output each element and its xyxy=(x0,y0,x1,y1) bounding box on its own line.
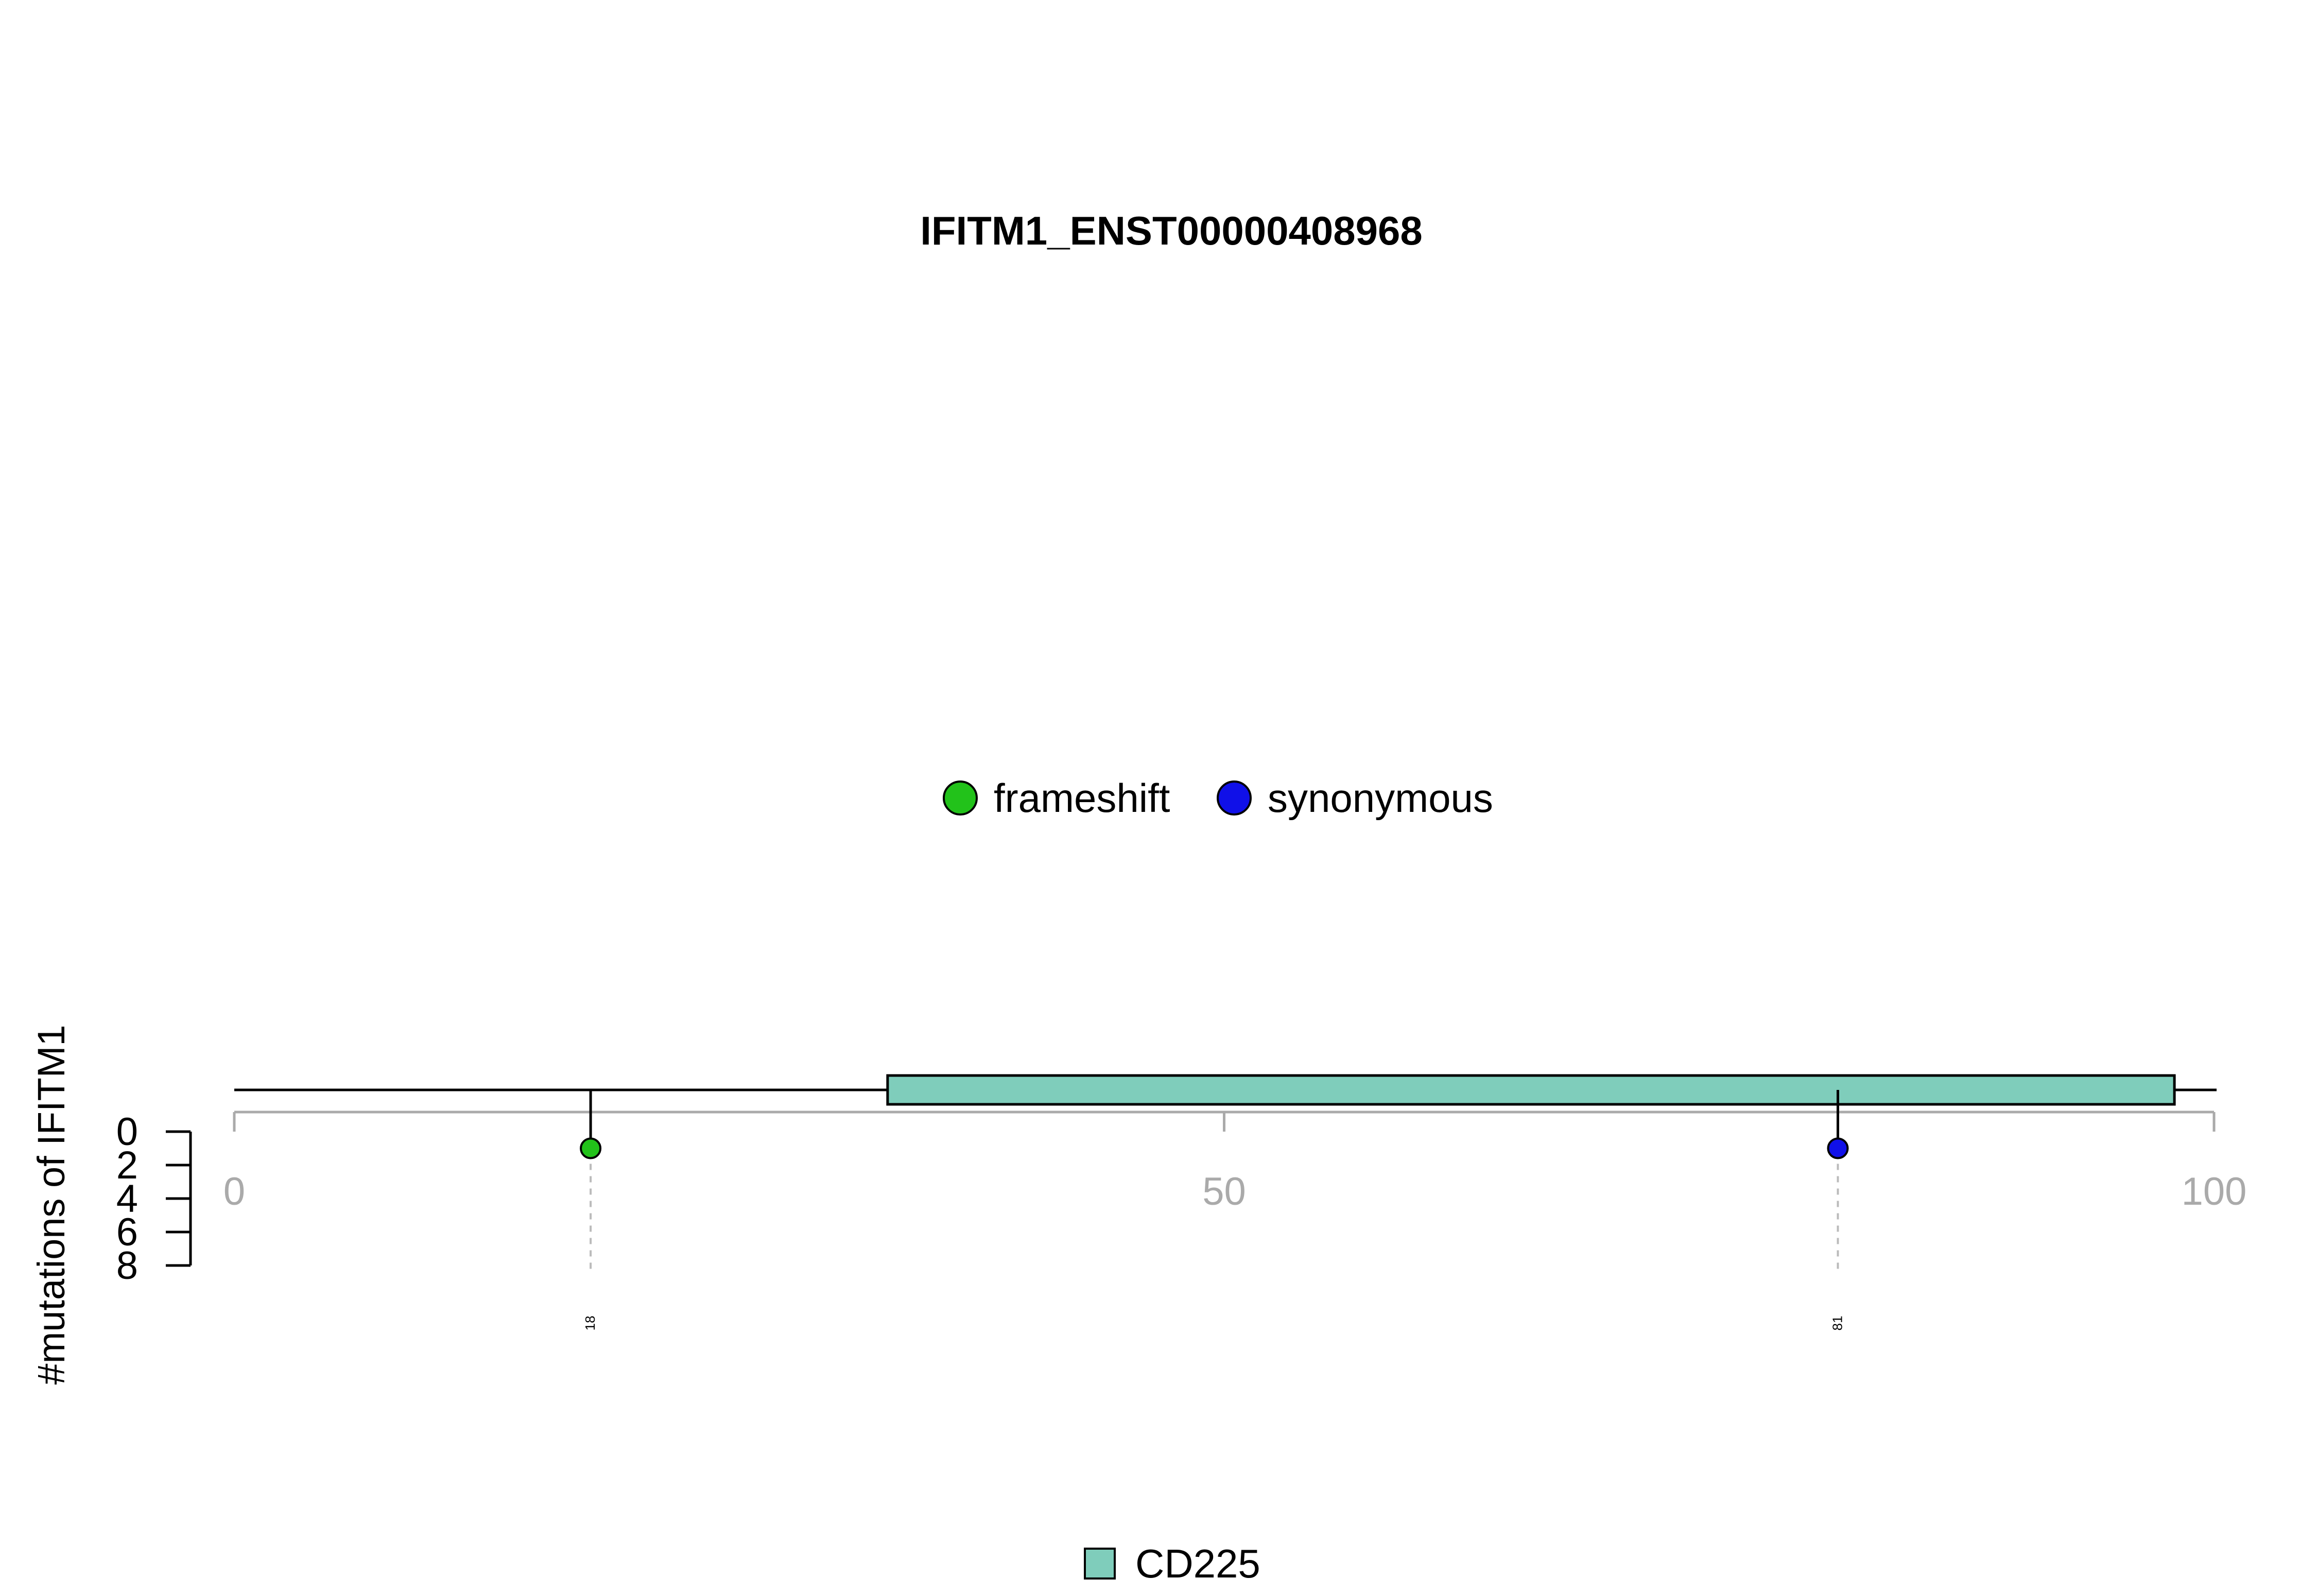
x-tick-label: 50 xyxy=(1202,1170,1246,1213)
legend-label-cd225: CD225 xyxy=(1135,1541,1260,1586)
y-tick-label: 6 xyxy=(116,1210,138,1254)
mutation-position-label: 18 xyxy=(582,1316,598,1331)
legend-label-synonymous: synonymous xyxy=(1268,775,1493,821)
y-tick-label: 2 xyxy=(116,1143,138,1187)
chart-title: IFITM1_ENST00000408968 xyxy=(920,208,1423,253)
mutation-type-legend: frameshift synonymous xyxy=(943,775,1493,821)
protein-track xyxy=(234,1074,2217,1106)
domain-legend: CD225 xyxy=(1084,1541,1260,1586)
y-tick-label: 0 xyxy=(116,1110,138,1154)
mutation-dot-synonymous xyxy=(1827,1137,1849,1159)
mutation-lollipops: 18 81 xyxy=(580,1090,1849,1331)
legend-label-frameshift: frameshift xyxy=(994,775,1170,821)
x-axis: 0 50 100 xyxy=(223,1111,2247,1213)
mutation-position-label: 81 xyxy=(1829,1316,1845,1331)
x-tick-label: 100 xyxy=(2182,1170,2247,1213)
legend-dot-frameshift xyxy=(943,780,978,816)
x-tick-label: 0 xyxy=(223,1170,245,1213)
y-axis-label: #mutations of IFITM1 xyxy=(30,1025,73,1384)
mutation-dot-frameshift xyxy=(580,1137,602,1159)
y-tick-label: 4 xyxy=(116,1177,138,1221)
domain-cd225 xyxy=(886,1074,2176,1106)
legend-swatch-cd225 xyxy=(1084,1548,1116,1580)
legend-dot-synonymous xyxy=(1217,780,1252,816)
y-tick-label: 8 xyxy=(116,1244,138,1288)
